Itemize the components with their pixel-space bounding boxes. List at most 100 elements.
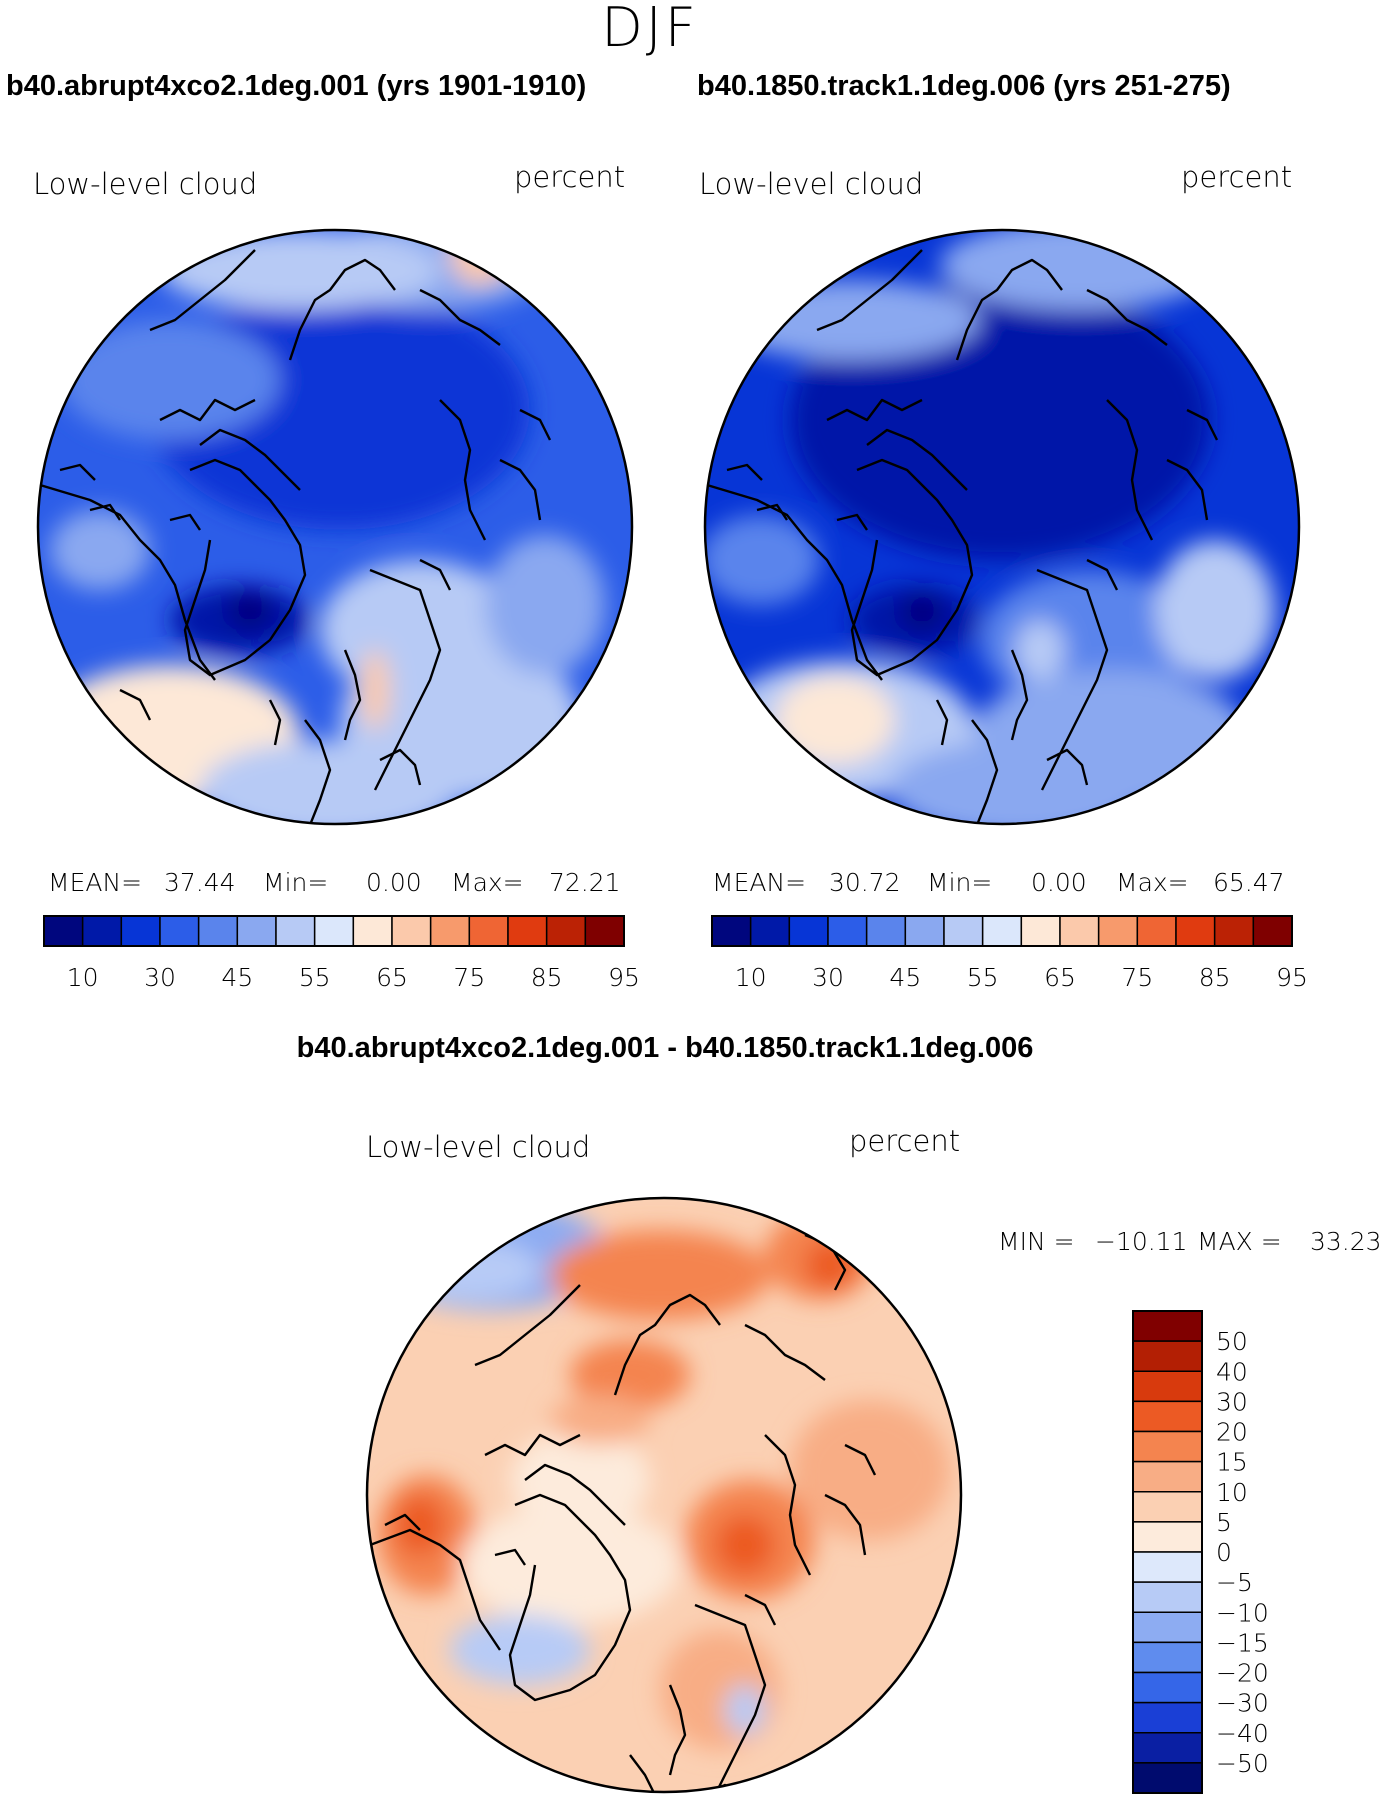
difference-colorbar-swatch [1132, 1460, 1203, 1493]
diff-units-label: percent [849, 1124, 961, 1158]
difference-colorbar-tick-label: 15 [1216, 1448, 1248, 1477]
right-mean-label: MEAN= [712, 868, 807, 897]
difference-colorbar-tick-label: 30 [1216, 1387, 1248, 1416]
right-colorbar-tick-label: 30 [812, 963, 844, 992]
difference-colorbar-tick-label: −30 [1216, 1689, 1269, 1718]
right-colorbar-swatch [1059, 915, 1100, 947]
left-colorbar-swatch [43, 915, 84, 947]
difference-colorbar-tick-label: 50 [1216, 1327, 1248, 1356]
left-colorbar-tick-label: 55 [299, 963, 331, 992]
right-variable-label: Low-level cloud [699, 167, 924, 201]
left-colorbar-swatch [81, 915, 123, 947]
difference-colorbar-swatch [1132, 1581, 1203, 1613]
right-colorbar-swatch [1136, 915, 1177, 947]
left-colorbar-swatch [507, 915, 548, 947]
difference-colorbar-swatch [1132, 1762, 1203, 1794]
right-colorbar-tick-label: 85 [1199, 963, 1231, 992]
diff-max-value: 33.23 [1310, 1227, 1382, 1256]
right-colorbar-swatch [1175, 915, 1216, 947]
right-colorbar-tick-label: 55 [967, 963, 999, 992]
right-map-border [703, 228, 1301, 826]
left-colorbar-swatch [159, 915, 200, 947]
difference-colorbar-tick-label: −15 [1216, 1628, 1269, 1657]
difference-colorbar-swatch [1132, 1310, 1203, 1342]
difference-colorbar-swatch [1132, 1370, 1203, 1403]
right-colorbar-tick-label: 45 [889, 963, 921, 992]
right-colorbar-tick-label: 75 [1121, 963, 1153, 992]
left-variable-label: Low-level cloud [33, 167, 258, 201]
right-colorbar-swatch [1097, 915, 1139, 947]
difference-colorbar-swatch [1132, 1491, 1203, 1523]
right-colorbar-tick-label: 65 [1044, 963, 1076, 992]
difference-colorbar-swatch [1132, 1611, 1203, 1644]
difference-colorbar-swatch [1132, 1732, 1203, 1764]
difference-colorbar-tick-label: −40 [1216, 1719, 1269, 1748]
right-mean-value: 30.72 [829, 868, 901, 897]
left-map [38, 230, 632, 824]
right-min-label: Min= [927, 868, 993, 897]
right-colorbar-swatch [1252, 915, 1293, 947]
right-units-label: percent [1181, 160, 1293, 194]
right-max-label: Max= [1116, 868, 1189, 897]
left-colorbar-swatch [584, 915, 625, 947]
right-colorbar-swatch [943, 915, 984, 947]
right-colorbar-swatch [1020, 915, 1061, 947]
left-panel-title: b40.abrupt4xco2.1deg.001 (yrs 1901-1910) [6, 70, 587, 102]
left-colorbar-swatch [468, 915, 509, 947]
right-max-value: 65.47 [1213, 868, 1285, 897]
left-colorbar-swatch [391, 915, 432, 947]
left-min-label: Min= [263, 868, 329, 897]
left-colorbar-swatch [197, 915, 239, 947]
diff-min-label: MIN = [998, 1227, 1075, 1256]
difference-colorbar-swatch [1132, 1671, 1203, 1704]
difference-colorbar-tick-label: 40 [1216, 1357, 1248, 1386]
right-colorbar-swatch [788, 915, 829, 947]
left-colorbar-tick-label: 85 [531, 963, 563, 992]
difference-map [367, 1198, 961, 1792]
difference-title: b40.abrupt4xco2.1deg.001 - b40.1850.trac… [296, 1032, 1034, 1064]
left-colorbar-swatch [275, 915, 316, 947]
difference-colorbar-swatch [1132, 1701, 1203, 1734]
left-max-value: 72.21 [549, 868, 621, 897]
right-colorbar-swatch [1213, 915, 1255, 947]
left-min-value: 0.00 [366, 868, 422, 897]
left-colorbar-swatch [120, 915, 161, 947]
left-colorbar-tick-label: 10 [67, 963, 99, 992]
left-colorbar-swatch [352, 915, 393, 947]
left-colorbar-tick-label: 95 [608, 963, 640, 992]
left-units-label: percent [514, 160, 626, 194]
diff-variable-label: Low-level cloud [366, 1130, 591, 1164]
left-colorbar-swatch [313, 915, 355, 947]
difference-colorbar-tick-label: −20 [1216, 1659, 1269, 1688]
left-colorbar-tick-label: 30 [144, 963, 176, 992]
left-colorbar-swatch [429, 915, 471, 947]
season-title: DJF [601, 0, 699, 59]
difference-colorbar-swatch [1132, 1641, 1203, 1674]
left-colorbar-swatch [545, 915, 587, 947]
difference-map-border [365, 1196, 963, 1794]
difference-colorbar-swatch [1132, 1430, 1203, 1463]
difference-colorbar-tick-label: 10 [1216, 1478, 1248, 1507]
right-colorbar-swatch [981, 915, 1023, 947]
diff-max-label: MAX = [1197, 1227, 1282, 1256]
difference-colorbar-tick-label: 20 [1216, 1418, 1248, 1447]
difference-colorbar-swatch [1132, 1521, 1203, 1553]
right-colorbar: 10 30 45 55 65 75 85 95 [711, 915, 1308, 992]
difference-colorbar-tick-label: 5 [1216, 1508, 1232, 1537]
right-min-value: 0.00 [1031, 868, 1087, 897]
difference-colorbar-swatch [1132, 1340, 1203, 1372]
difference-colorbar-tick-label: −5 [1216, 1568, 1253, 1597]
difference-colorbar-tick-label: 0 [1216, 1538, 1232, 1567]
right-colorbar-swatch [711, 915, 752, 947]
left-colorbar: 10 30 45 55 65 75 85 95 [43, 915, 640, 992]
left-map-border [36, 228, 634, 826]
right-map [705, 230, 1299, 824]
diff-min-value: −10.11 [1095, 1227, 1188, 1256]
left-colorbar-tick-label: 45 [221, 963, 253, 992]
difference-colorbar-swatch [1132, 1400, 1203, 1433]
left-max-label: Max= [451, 868, 524, 897]
left-mean-value: 37.44 [164, 868, 236, 897]
left-colorbar-swatch [236, 915, 277, 947]
